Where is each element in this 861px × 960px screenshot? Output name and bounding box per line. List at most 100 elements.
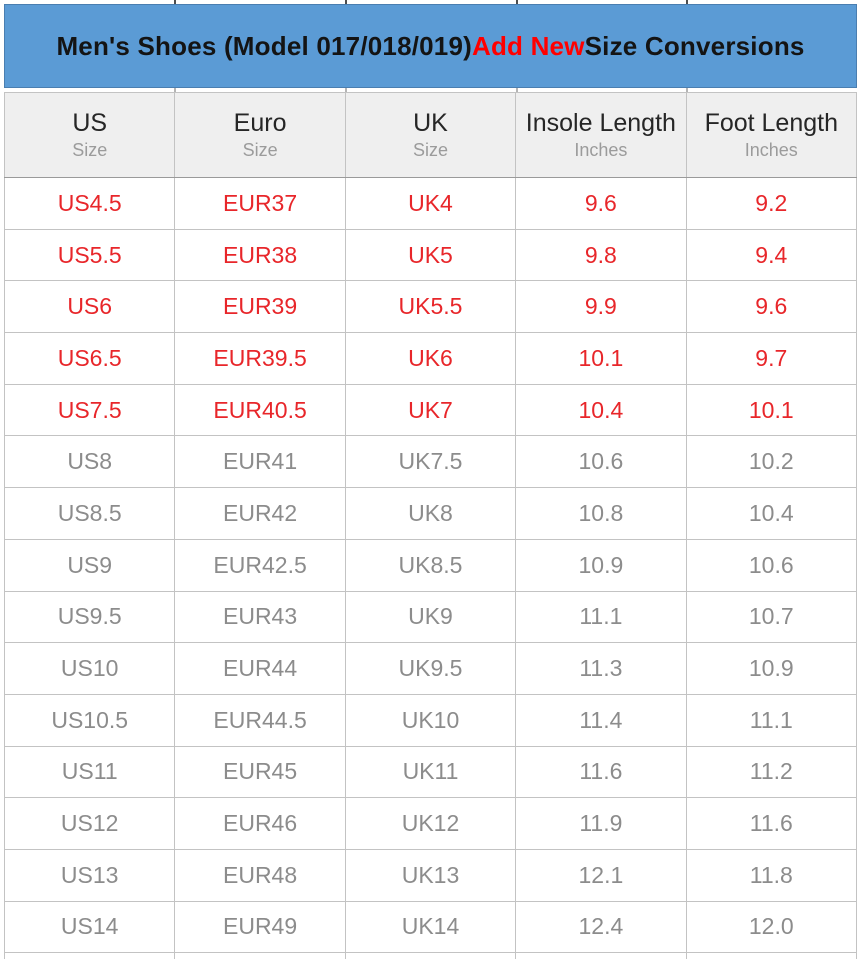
column-header-foot-length: Foot Length Inches xyxy=(685,92,858,178)
table-row: US7.5 EUR40.5 UK7 10.4 10.1 xyxy=(3,383,858,437)
insole-length-cell: 9.6 xyxy=(515,177,687,230)
table-row: US5.5 EUR38 UK5 9.8 9.4 xyxy=(3,228,858,282)
uk-size-cell: UK11 xyxy=(344,745,517,799)
grid-tick xyxy=(516,88,518,92)
column-label: Insole Length xyxy=(525,108,676,137)
grid-tick xyxy=(516,0,518,4)
grid-tick xyxy=(174,0,176,4)
insole-length-cell: 11.3 xyxy=(515,642,687,695)
insole-length-cell: 9.8 xyxy=(515,228,687,282)
grid-tick xyxy=(345,88,347,92)
foot-length-cell: 10.9 xyxy=(685,642,858,695)
uk-size-cell: UK12 xyxy=(344,797,517,850)
uk-size-cell: UK10 xyxy=(344,693,517,747)
euro-size-cell: EUR37 xyxy=(174,177,346,230)
uk-size-cell: UK6 xyxy=(344,332,517,385)
euro-size-cell: EUR42.5 xyxy=(174,538,346,592)
euro-size-cell: EUR38 xyxy=(174,228,346,282)
euro-size-cell: EUR49 xyxy=(174,900,346,954)
foot-length-cell: 10.7 xyxy=(685,590,858,644)
us-size-cell: US4.5 xyxy=(3,177,176,230)
insole-length-cell: 11.6 xyxy=(515,745,687,799)
uk-size-cell: UK13 xyxy=(344,848,517,902)
euro-size-cell: EUR40.5 xyxy=(174,383,346,437)
us-size-cell: US6.5 xyxy=(3,332,176,385)
us-size-cell: US10.5 xyxy=(3,693,176,747)
foot-length-cell: 11.2 xyxy=(685,745,858,799)
column-header-insole-length: Insole Length Inches xyxy=(515,92,687,178)
foot-length-cell: 9.7 xyxy=(685,332,858,385)
table-header: US Size Euro Size UK Size Insole Length … xyxy=(3,92,858,178)
euro-size-cell: EUR39.5 xyxy=(174,332,346,385)
table-row: US8.5 EUR42 UK8 10.8 10.4 xyxy=(3,487,858,540)
insole-length-cell: 12.4 xyxy=(515,900,687,954)
us-size-cell: US9 xyxy=(3,538,176,592)
partial-cell xyxy=(516,953,687,960)
insole-length-cell: 10.6 xyxy=(515,435,687,489)
us-size-cell: US6 xyxy=(3,280,176,334)
uk-size-cell: UK7.5 xyxy=(344,435,517,489)
insole-length-cell: 10.9 xyxy=(515,538,687,592)
column-header-uk-size: UK Size xyxy=(344,92,517,178)
title-bar: Men's Shoes (Model 017/018/019) Add New … xyxy=(4,4,857,88)
title-suffix: Size Conversions xyxy=(584,30,805,61)
table-row: US9 EUR42.5 UK8.5 10.9 10.6 xyxy=(3,538,858,592)
grid-tick xyxy=(345,0,347,4)
foot-length-cell: 10.6 xyxy=(685,538,858,592)
grid-tick xyxy=(686,0,688,4)
us-size-cell: US14 xyxy=(3,900,176,954)
euro-size-cell: EUR44.5 xyxy=(174,693,346,747)
column-label: Euro xyxy=(233,108,287,137)
title-highlight: Add New xyxy=(472,30,585,61)
uk-size-cell: UK8.5 xyxy=(344,538,517,592)
foot-length-cell: 9.4 xyxy=(685,228,858,282)
table-row: US4.5 EUR37 UK4 9.6 9.2 xyxy=(3,177,858,230)
us-size-cell: US7.5 xyxy=(3,383,176,437)
partial-cell xyxy=(5,953,176,960)
us-size-cell: US5.5 xyxy=(3,228,176,282)
grid-tick xyxy=(686,88,688,92)
us-size-cell: US12 xyxy=(3,797,176,850)
table-row: US10.5 EUR44.5 UK10 11.4 11.1 xyxy=(3,693,858,747)
foot-length-cell: 10.4 xyxy=(685,487,858,540)
foot-length-cell: 10.2 xyxy=(685,435,858,489)
insole-length-cell: 10.8 xyxy=(515,487,687,540)
column-sublabel: Inches xyxy=(744,140,798,161)
foot-length-cell: 12.0 xyxy=(685,900,858,954)
column-sublabel: Size xyxy=(242,140,278,161)
uk-size-cell: UK5 xyxy=(344,228,517,282)
euro-size-cell: EUR48 xyxy=(174,848,346,902)
us-size-cell: US9.5 xyxy=(3,590,176,644)
foot-length-cell: 11.8 xyxy=(685,848,858,902)
euro-size-cell: EUR45 xyxy=(174,745,346,799)
euro-size-cell: EUR41 xyxy=(174,435,346,489)
column-header-us-size: US Size xyxy=(3,92,176,178)
column-label: UK xyxy=(413,108,448,137)
uk-size-cell: UK8 xyxy=(344,487,517,540)
column-label: Foot Length xyxy=(704,108,838,137)
table-row: US11 EUR45 UK11 11.6 11.2 xyxy=(3,745,858,799)
uk-size-cell: UK7 xyxy=(344,383,517,437)
gap-gridline-strip xyxy=(0,88,861,92)
table-row: US9.5 EUR43 UK9 11.1 10.7 xyxy=(3,590,858,644)
foot-length-cell: 9.2 xyxy=(685,177,858,230)
euro-size-cell: EUR43 xyxy=(174,590,346,644)
insole-length-cell: 9.9 xyxy=(515,280,687,334)
uk-size-cell: UK14 xyxy=(344,900,517,954)
column-label: US xyxy=(72,108,108,137)
insole-length-cell: 11.9 xyxy=(515,797,687,850)
euro-size-cell: EUR44 xyxy=(174,642,346,695)
table-row: US6.5 EUR39.5 UK6 10.1 9.7 xyxy=(3,332,858,385)
us-size-cell: US11 xyxy=(3,745,176,799)
partial-cell xyxy=(686,953,857,960)
table-row: US14 EUR49 UK14 12.4 12.0 xyxy=(3,900,858,954)
insole-length-cell: 10.4 xyxy=(515,383,687,437)
table-row: US8 EUR41 UK7.5 10.6 10.2 xyxy=(3,435,858,489)
partial-next-row xyxy=(4,953,857,960)
uk-size-cell: UK9.5 xyxy=(344,642,517,695)
euro-size-cell: EUR42 xyxy=(174,487,346,540)
us-size-cell: US8.5 xyxy=(3,487,176,540)
uk-size-cell: UK5.5 xyxy=(344,280,517,334)
table-body: US4.5 EUR37 UK4 9.6 9.2 US5.5 EUR38 UK5 … xyxy=(3,177,858,954)
